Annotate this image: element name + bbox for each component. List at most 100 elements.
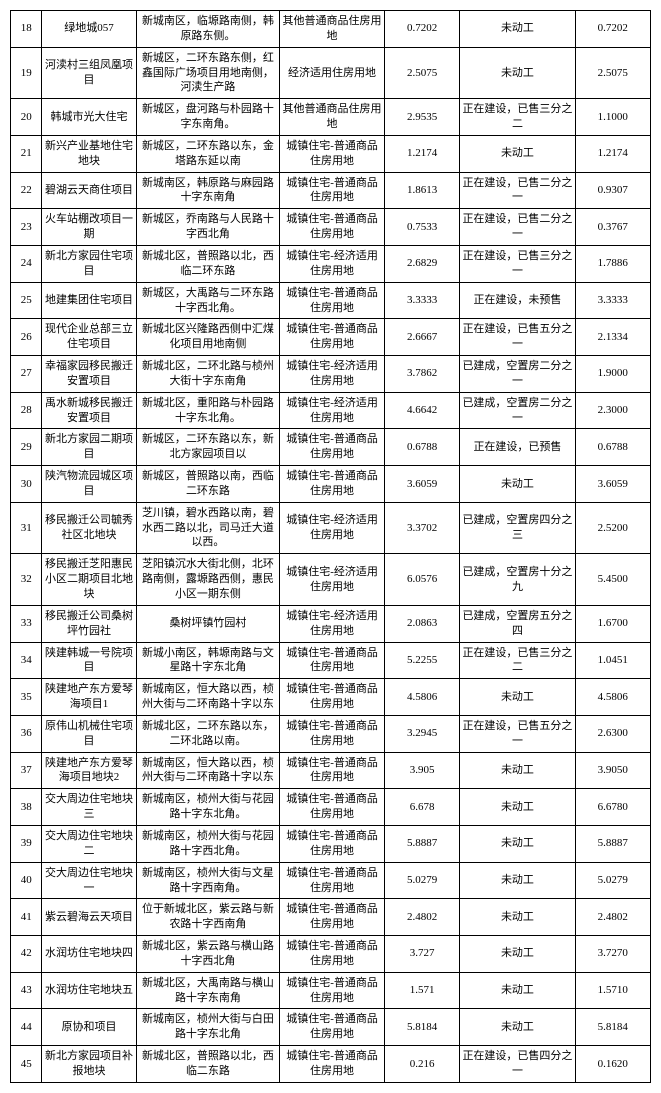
cell-a: 紫云碧海云天项目 xyxy=(42,899,136,936)
cell-c: 城镇住宅-经济适用住房用地 xyxy=(280,605,385,642)
cell-f: 3.6059 xyxy=(575,466,650,503)
cell-f: 0.3767 xyxy=(575,209,650,246)
cell-e: 未动工 xyxy=(460,936,575,973)
cell-c: 城镇住宅-普通商品住房用地 xyxy=(280,429,385,466)
cell-b: 新城北区，大禹南路与横山路十字东南角 xyxy=(136,972,280,1009)
cell-c: 城镇住宅-经济适用住房用地 xyxy=(280,502,385,554)
cell-e: 已建成，空置房二分之一 xyxy=(460,392,575,429)
table-row: 30陕汽物流园城区项目新城区，普照路以南，西临二环东路城镇住宅-普通商品住房用地… xyxy=(11,466,651,503)
cell-a: 交大周边住宅地块一 xyxy=(42,862,136,899)
cell-c: 城镇住宅-普通商品住房用地 xyxy=(280,715,385,752)
cell-a: 原协和项目 xyxy=(42,1009,136,1046)
cell-d: 3.3333 xyxy=(384,282,459,319)
cell-e: 正在建设，已售三分之二 xyxy=(460,99,575,136)
cell-f: 3.3333 xyxy=(575,282,650,319)
cell-f: 5.0279 xyxy=(575,862,650,899)
cell-c: 城镇住宅-普通商品住房用地 xyxy=(280,642,385,679)
cell-d: 3.905 xyxy=(384,752,459,789)
cell-a: 绿地城057 xyxy=(42,11,136,48)
cell-a: 新北方家园项目补报地块 xyxy=(42,1046,136,1083)
cell-f: 5.4500 xyxy=(575,554,650,606)
cell-d: 2.4802 xyxy=(384,899,459,936)
cell-c: 城镇住宅-普通商品住房用地 xyxy=(280,679,385,716)
cell-a: 水润坊住宅地块五 xyxy=(42,972,136,1009)
cell-c: 城镇住宅-普通商品住房用地 xyxy=(280,972,385,1009)
cell-n: 31 xyxy=(11,502,42,554)
cell-e: 未动工 xyxy=(460,1009,575,1046)
cell-a: 交大周边住宅地块三 xyxy=(42,789,136,826)
cell-b: 新城南区，桢州大街与白田路十字东北角 xyxy=(136,1009,280,1046)
cell-b: 新城南区，恒大路以西，桢州大街与二环南路十字以东 xyxy=(136,752,280,789)
cell-f: 2.5075 xyxy=(575,47,650,99)
cell-f: 5.8184 xyxy=(575,1009,650,1046)
cell-f: 6.6780 xyxy=(575,789,650,826)
cell-f: 3.7270 xyxy=(575,936,650,973)
cell-e: 未动工 xyxy=(460,11,575,48)
cell-d: 5.2255 xyxy=(384,642,459,679)
cell-c: 城镇住宅-普通商品住房用地 xyxy=(280,1009,385,1046)
cell-a: 陕建地产东方爱琴海项目地块2 xyxy=(42,752,136,789)
cell-f: 4.5806 xyxy=(575,679,650,716)
cell-n: 22 xyxy=(11,172,42,209)
cell-n: 21 xyxy=(11,135,42,172)
cell-d: 3.6059 xyxy=(384,466,459,503)
cell-n: 35 xyxy=(11,679,42,716)
cell-b: 新城区，二环东路以东，金塔路东延以南 xyxy=(136,135,280,172)
cell-d: 4.5806 xyxy=(384,679,459,716)
cell-e: 正在建设，未预售 xyxy=(460,282,575,319)
cell-d: 5.8887 xyxy=(384,825,459,862)
cell-b: 新城北区，普照路以北，西临二东路 xyxy=(136,1046,280,1083)
cell-a: 陕建韩城一号院项目 xyxy=(42,642,136,679)
table-row: 43水润坊住宅地块五新城北区，大禹南路与横山路十字东南角城镇住宅-普通商品住房用… xyxy=(11,972,651,1009)
cell-d: 2.6829 xyxy=(384,245,459,282)
cell-f: 1.0451 xyxy=(575,642,650,679)
cell-n: 29 xyxy=(11,429,42,466)
cell-d: 4.6642 xyxy=(384,392,459,429)
table-row: 18绿地城057新城南区，临塬路南侧，韩原路东侧。其他普通商品住房用地0.720… xyxy=(11,11,651,48)
cell-b: 位于新城北区，紫云路与新农路十字西南角 xyxy=(136,899,280,936)
cell-a: 移民搬迁公司毓秀社区北地块 xyxy=(42,502,136,554)
cell-b: 新城北区，二环东路以东，二环北路以南。 xyxy=(136,715,280,752)
table-row: 39交大周边住宅地块二新城南区，桢州大街与花园路十字西北角。城镇住宅-普通商品住… xyxy=(11,825,651,862)
cell-c: 其他普通商品住房用地 xyxy=(280,99,385,136)
cell-e: 正在建设，已售二分之一 xyxy=(460,172,575,209)
table-row: 42水润坊住宅地块四新城北区，紫云路与横山路十字西北角城镇住宅-普通商品住房用地… xyxy=(11,936,651,973)
cell-f: 1.6700 xyxy=(575,605,650,642)
cell-a: 现代企业总部三立住宅项目 xyxy=(42,319,136,356)
cell-a: 陕汽物流园城区项目 xyxy=(42,466,136,503)
cell-n: 38 xyxy=(11,789,42,826)
cell-b: 新城南区，桢州大街与文星路十字西南角。 xyxy=(136,862,280,899)
table-row: 24新北方家园住宅项目新城北区，普照路以北，西临二环东路城镇住宅-经济适用住房用… xyxy=(11,245,651,282)
table-row: 25地建集团住宅项目新城区，大禹路与二环东路十字西北角。城镇住宅-普通商品住房用… xyxy=(11,282,651,319)
cell-c: 城镇住宅-经济适用住房用地 xyxy=(280,356,385,393)
cell-n: 26 xyxy=(11,319,42,356)
cell-d: 3.727 xyxy=(384,936,459,973)
cell-d: 1.2174 xyxy=(384,135,459,172)
cell-e: 未动工 xyxy=(460,789,575,826)
table-row: 35陕建地产东方爱琴海项目1新城南区，恒大路以西，桢州大街与二环南路十字以东城镇… xyxy=(11,679,651,716)
cell-e: 正在建设，已售五分之一 xyxy=(460,319,575,356)
cell-a: 地建集团住宅项目 xyxy=(42,282,136,319)
table-row: 28禹水新城移民搬迁安置项目新城北区，重阳路与朴园路十字东北角。城镇住宅-经济适… xyxy=(11,392,651,429)
cell-e: 正在建设，已售三分之一 xyxy=(460,245,575,282)
cell-f: 1.2174 xyxy=(575,135,650,172)
cell-d: 2.5075 xyxy=(384,47,459,99)
cell-c: 城镇住宅-经济适用住房用地 xyxy=(280,245,385,282)
cell-e: 未动工 xyxy=(460,825,575,862)
table-row: 37陕建地产东方爱琴海项目地块2新城南区，恒大路以西，桢州大街与二环南路十字以东… xyxy=(11,752,651,789)
cell-f: 0.7202 xyxy=(575,11,650,48)
cell-n: 18 xyxy=(11,11,42,48)
cell-e: 未动工 xyxy=(460,135,575,172)
cell-a: 新北方家园二期项目 xyxy=(42,429,136,466)
cell-c: 城镇住宅-普通商品住房用地 xyxy=(280,135,385,172)
cell-b: 新城北区，紫云路与横山路十字西北角 xyxy=(136,936,280,973)
cell-n: 19 xyxy=(11,47,42,99)
table-row: 22碧湖云天商住项目新城南区，韩原路与麻园路十字东南角城镇住宅-普通商品住房用地… xyxy=(11,172,651,209)
cell-e: 未动工 xyxy=(460,47,575,99)
cell-b: 新城小南区，韩塬南路与文星路十字东北角 xyxy=(136,642,280,679)
cell-f: 2.5200 xyxy=(575,502,650,554)
cell-f: 1.5710 xyxy=(575,972,650,1009)
cell-d: 3.2945 xyxy=(384,715,459,752)
cell-c: 城镇住宅-普通商品住房用地 xyxy=(280,789,385,826)
cell-d: 2.9535 xyxy=(384,99,459,136)
